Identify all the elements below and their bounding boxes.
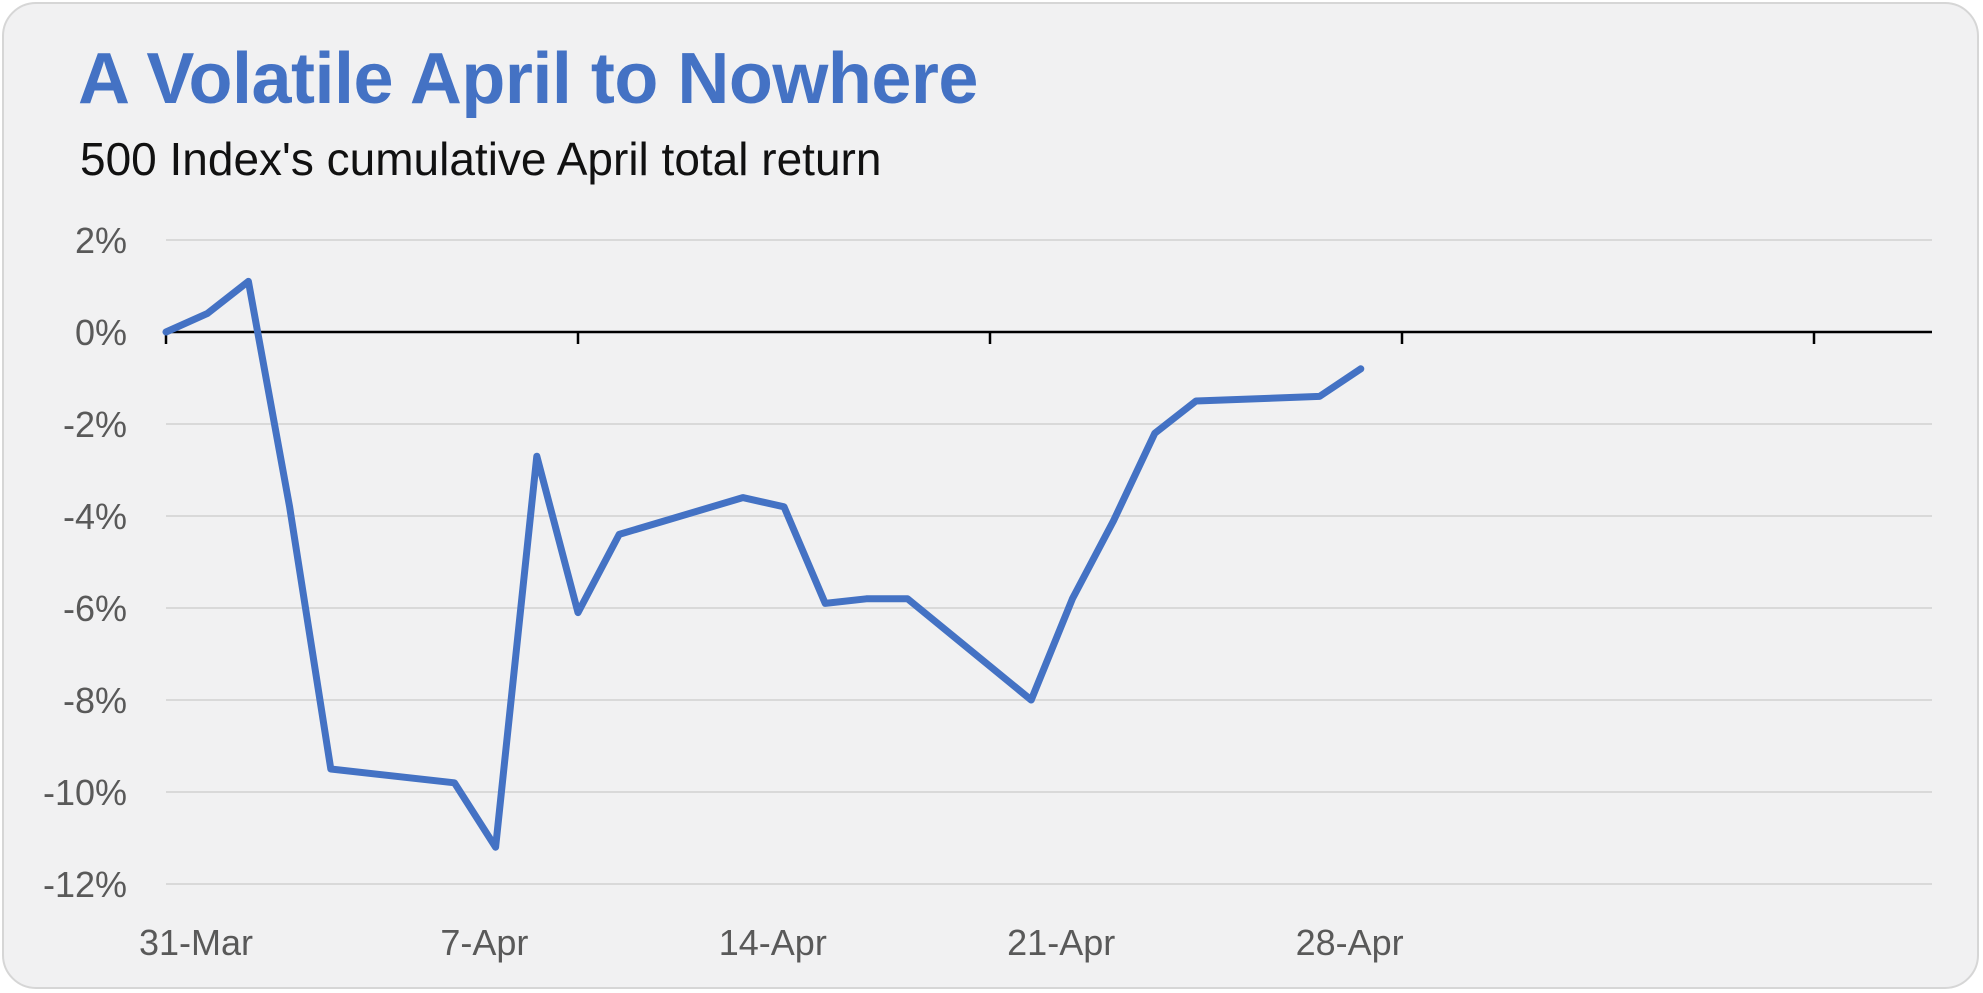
x-tick-labels: 31-Mar 7-Apr 14-Apr 21-Apr 28-Apr xyxy=(139,922,1404,963)
x-axis xyxy=(164,330,1932,344)
y-tick-label: 0% xyxy=(75,312,127,353)
y-tick-label: -4% xyxy=(63,496,127,537)
y-tick-labels: 2% 0% -2% -4% -6% -8% -10% -12% xyxy=(43,220,127,905)
y-tick-label: -12% xyxy=(43,864,127,905)
y-tick-label: -8% xyxy=(63,680,127,721)
x-tick-label: 28-Apr xyxy=(1296,922,1404,963)
series-line xyxy=(162,277,1365,851)
y-tick-label: -2% xyxy=(63,404,127,445)
series-layer xyxy=(162,277,1365,851)
x-tick-label: 31-Mar xyxy=(139,922,253,963)
chart-title: A Volatile April to Nowhere xyxy=(78,39,978,119)
x-tick-label: 14-Apr xyxy=(719,922,827,963)
y-tick-label: -10% xyxy=(43,772,127,813)
x-tick-label: 21-Apr xyxy=(1007,922,1115,963)
y-tick-label: -6% xyxy=(63,588,127,629)
x-tick-label: 7-Apr xyxy=(440,922,528,963)
chart-subtitle: 500 Index's cumulative April total retur… xyxy=(80,133,882,185)
y-tick-label: 2% xyxy=(75,220,127,261)
gridlines xyxy=(166,239,1932,885)
